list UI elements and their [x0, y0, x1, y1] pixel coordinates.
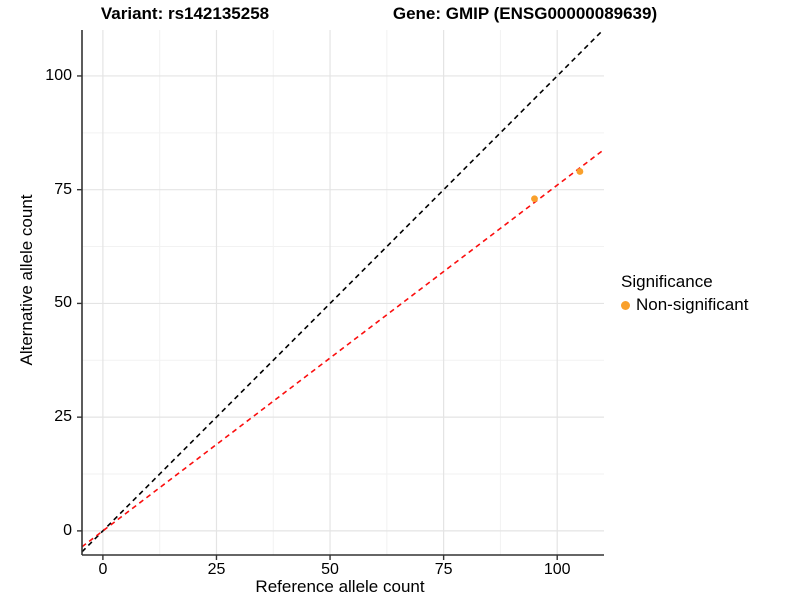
y-axis-title: Alternative allele count	[17, 194, 36, 366]
plot-title-gene: Gene: GMIP (ENSG00000089639)	[392, 4, 658, 23]
plot-title-variant: Variant: rs142135258	[100, 4, 270, 23]
x-axis-title: Reference allele count	[255, 577, 425, 596]
legend-item-non-significant: Non-significant	[621, 295, 748, 315]
x-tick-label: 75	[434, 561, 453, 578]
x-tick-label: 50	[321, 561, 339, 578]
y-tick-label: 25	[54, 408, 72, 426]
y-tick-label: 75	[54, 180, 72, 198]
y-tick-label: 0	[63, 521, 72, 539]
y-tick-label: 50	[54, 294, 72, 312]
expected-ratio-line	[82, 148, 604, 548]
identity-line	[82, 30, 604, 553]
legend-item-label: Non-significant	[636, 295, 749, 314]
y-tick-label: 100	[45, 66, 72, 84]
x-tick-label: 25	[207, 561, 226, 578]
legend-title: Significance	[621, 272, 713, 291]
data-point	[576, 168, 584, 175]
x-tick-label: 100	[543, 561, 571, 578]
legend: Significance Non-significant	[621, 272, 748, 315]
legend-point-swatch-icon	[621, 300, 630, 310]
data-point	[531, 195, 538, 203]
x-tick-label: 0	[98, 561, 108, 578]
